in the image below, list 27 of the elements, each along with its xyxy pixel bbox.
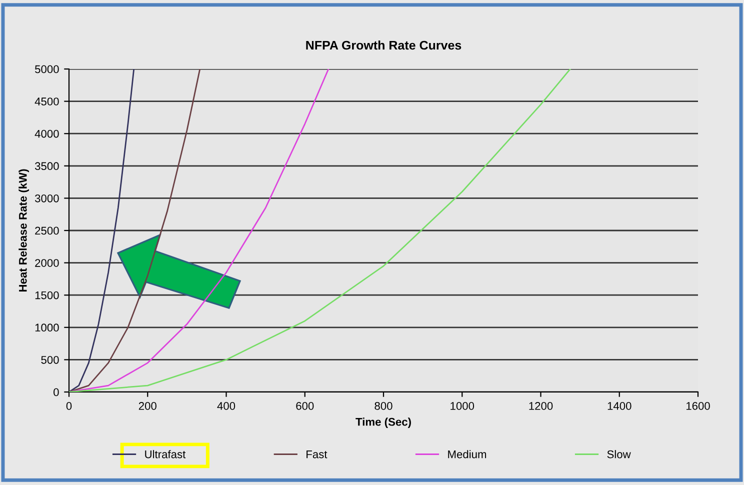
y-tick-label: 0 [54,388,59,396]
y-tick-label: 1000 [35,324,59,332]
x-tick-label: 1000 [450,402,474,410]
legend-label: Medium [448,450,486,458]
y-tick-label: 3000 [34,194,59,202]
legend-label: Ultrafast [145,450,186,458]
x-tick-label: 800 [374,402,392,410]
y-tick-label: 4000 [34,130,59,138]
chart-title: NFPA Growth Rate Curves [306,40,462,50]
x-tick-label: 0 [66,402,72,410]
x-tick-label: 1200 [529,402,553,410]
y-tick-label: 2500 [35,226,59,235]
x-tick-label: 1400 [608,402,632,410]
y-axis-title: Heat Release Rate (kW) [18,169,30,292]
x-axis-title: Time (Sec) [356,418,411,428]
y-tick-label: 2000 [35,259,59,267]
x-tick-label: 400 [217,402,236,410]
x-tick-label: 600 [296,402,314,410]
y-tick-label: 500 [41,356,59,364]
y-tick-label: 1500 [35,291,59,300]
y-tick-label: 5000 [35,65,59,74]
legend-label: Slow [607,450,631,458]
x-tick-label: 1600 [686,402,710,410]
y-tick-label: 4500 [34,98,59,106]
legend-label: Fast [306,450,328,458]
y-tick-label: 3500 [34,162,59,170]
x-tick-label: 200 [138,402,156,410]
